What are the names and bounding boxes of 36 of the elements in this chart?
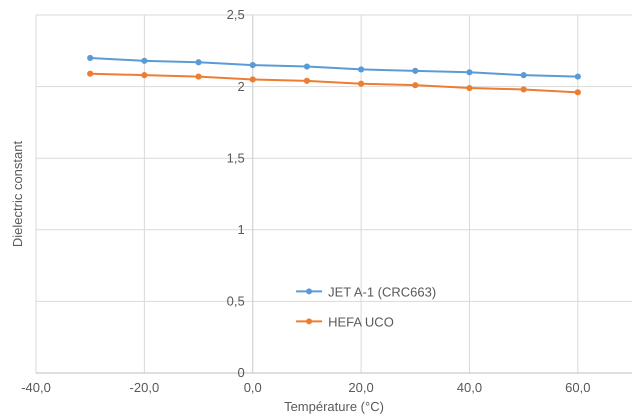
point [574, 73, 581, 80]
point [250, 62, 256, 68]
x-tick-label: -20,0 [130, 380, 160, 396]
y-tick-label: 0 [237, 365, 245, 380]
y-tick-label: 0,5 [226, 294, 245, 309]
point [195, 73, 202, 80]
point [304, 78, 310, 84]
y-axis-title: Dielectric constant [10, 140, 25, 248]
point [141, 58, 148, 64]
point [574, 89, 581, 96]
point [87, 54, 94, 62]
x-axis-title: Température (°C) [284, 399, 384, 414]
y-tick-label: 2,5 [226, 7, 245, 22]
point [520, 86, 527, 93]
x-tick-label: 40,0 [456, 380, 482, 396]
point [358, 80, 364, 87]
y-tick-label: 2 [237, 78, 245, 94]
point [358, 66, 364, 72]
x-tick-label: 60,0 [565, 380, 590, 396]
point [466, 69, 473, 76]
point [466, 84, 473, 92]
legend-label: JET A-1 (CRC663) [328, 284, 436, 300]
point [412, 68, 418, 74]
point [250, 76, 256, 83]
point [412, 82, 418, 88]
legend-label: HEFA UCO [328, 314, 394, 330]
x-tick-label: 20,0 [348, 380, 374, 396]
point [87, 70, 94, 77]
y-tick-label: 1,5 [226, 150, 245, 166]
point [304, 63, 310, 70]
point [520, 72, 527, 78]
y-tick-label: 1 [237, 222, 245, 237]
x-tick-label: 0,0 [244, 380, 262, 396]
x-tick-label: -40,0 [21, 380, 51, 396]
point [195, 59, 202, 66]
point [141, 72, 148, 78]
